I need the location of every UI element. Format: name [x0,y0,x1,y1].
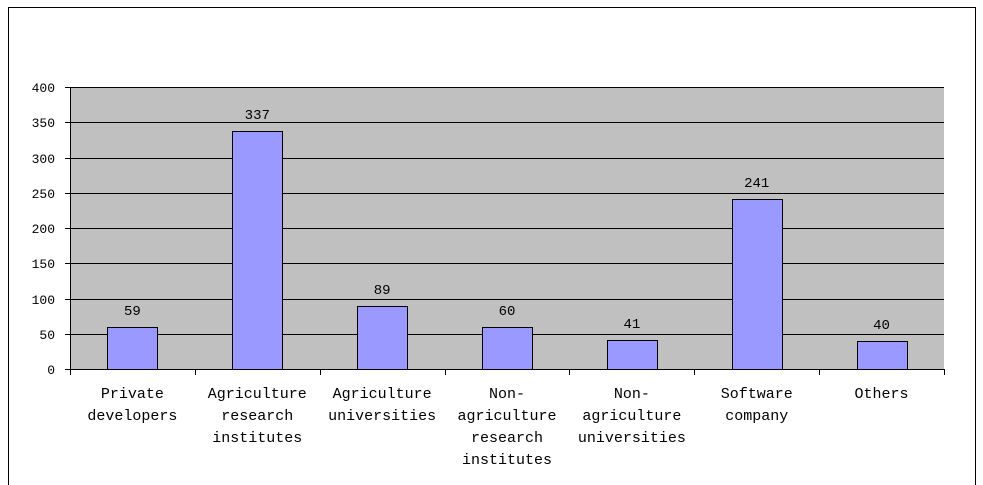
category-label: Agriculture universities [328,386,437,425]
y-tick-label: 150 [32,257,55,272]
bar-value-label: 59 [124,304,141,320]
y-tick-label: 100 [32,293,55,308]
category-label: Non-agriculture research institutes [457,386,557,469]
bar [357,306,408,370]
category-label: Private developers [87,386,178,425]
category-label: Non-agriculture universities [577,386,686,447]
y-tick-label: 200 [32,222,55,237]
y-axis-ticks [65,87,70,370]
y-axis-tick-labels: 0 50 100 150 200 250 300 350 400 [32,81,55,378]
bar-value-label: 337 [245,108,270,124]
y-tick-label: 350 [32,116,55,131]
y-tick-label: 250 [32,187,55,202]
y-tick-label: 0 [47,363,55,378]
chart-frame [8,7,976,485]
bar-value-label: 89 [374,283,391,299]
y-tick-label: 50 [39,328,55,343]
bar-value-label: 241 [744,176,769,192]
y-tick-label: 300 [32,152,55,167]
category-label: Others [854,386,909,403]
bar [857,341,908,370]
bar-value-label: 40 [873,318,890,334]
bar [607,340,658,370]
category-label: Software company [720,386,793,425]
category-label: Agriculture research institutes [207,386,307,447]
bar-value-labels: 59 337 89 60 41 241 40 [124,108,890,334]
bar [232,131,283,370]
bar [107,327,158,370]
bar-value-label: 60 [499,304,516,320]
bar-value-label: 41 [623,317,640,333]
y-tick-label: 400 [32,81,55,96]
